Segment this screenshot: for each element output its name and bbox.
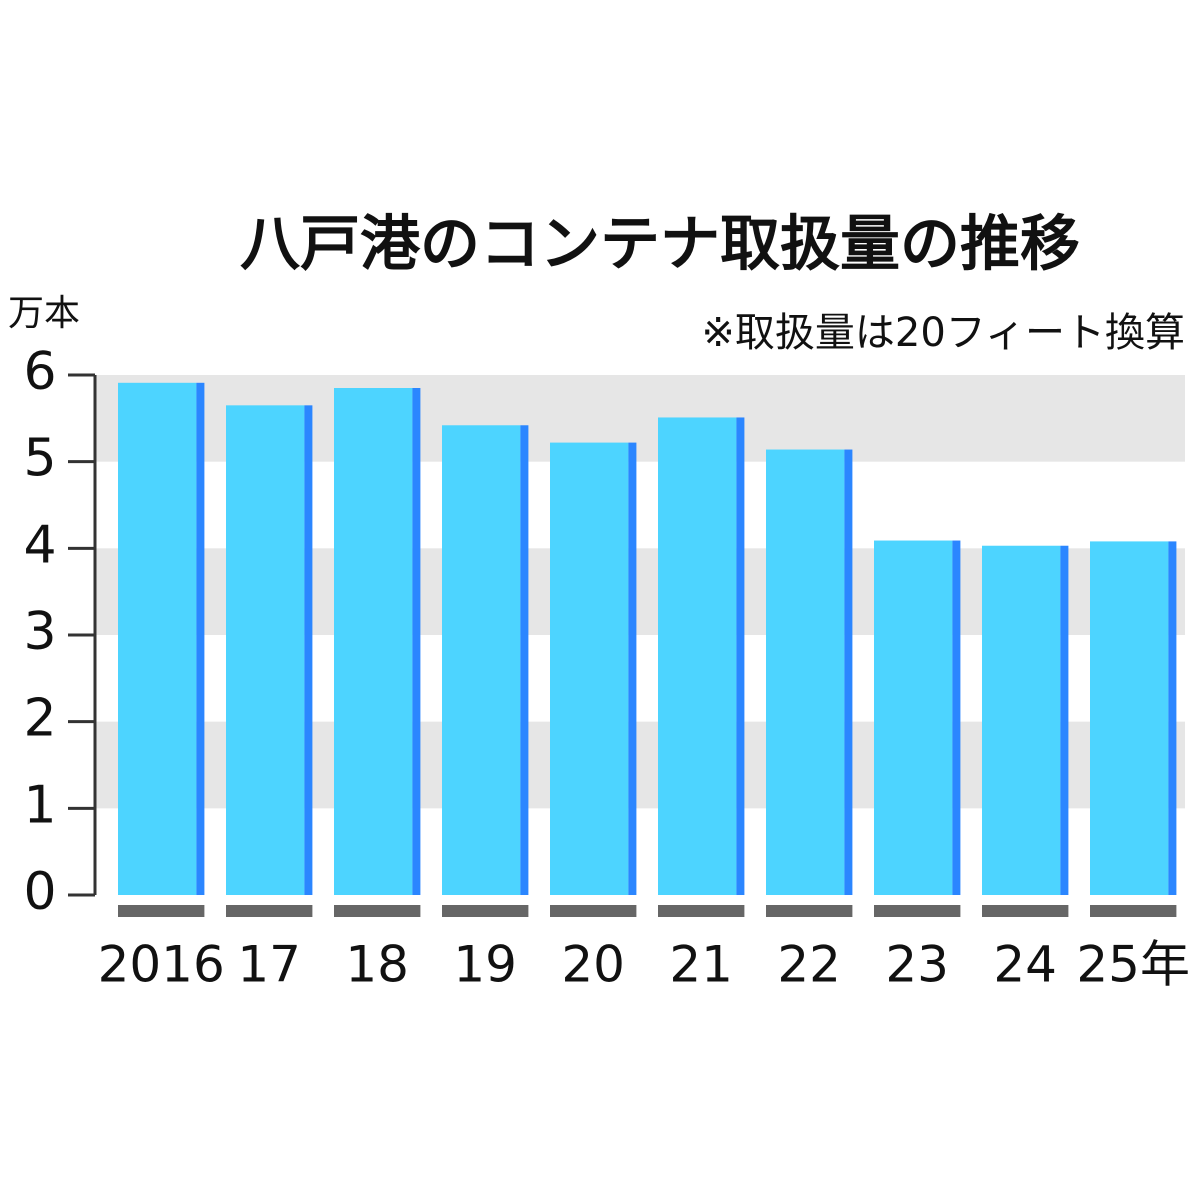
chart-title: 八戸港のコンテナ取扱量の推移 <box>240 210 1080 280</box>
bar <box>442 425 521 895</box>
bar-base <box>334 905 421 917</box>
bar-edge <box>412 388 421 895</box>
bar <box>550 442 629 895</box>
bar-edge <box>1168 541 1177 895</box>
bar-base <box>766 905 853 917</box>
bar <box>118 382 197 895</box>
y-tick-label: 3 <box>23 602 56 662</box>
chart-subtitle: ※取扱量は20フィート換算 <box>701 310 1185 356</box>
bar-base <box>982 905 1069 917</box>
bar <box>766 449 845 895</box>
bar <box>334 388 413 895</box>
bar <box>1090 541 1169 895</box>
x-tick-label: 2016 <box>98 936 225 994</box>
bar-edge <box>304 405 313 895</box>
bar-edge <box>196 382 205 895</box>
x-tick-label: 20 <box>561 936 625 994</box>
y-tick-label: 2 <box>23 689 56 749</box>
bar-edge <box>520 425 529 895</box>
bar <box>874 540 953 895</box>
x-tick-label: 18 <box>345 936 409 994</box>
y-tick-label: 4 <box>23 515 56 575</box>
x-tick-label: 23 <box>885 936 949 994</box>
x-tick-label: 21 <box>669 936 733 994</box>
bar-base <box>118 905 205 917</box>
bar-edge <box>736 417 745 895</box>
x-tick-label: 17 <box>237 936 301 994</box>
y-tick-label: 5 <box>23 429 56 489</box>
bar-base <box>550 905 637 917</box>
x-tick-label: 22 <box>777 936 841 994</box>
bar <box>658 417 737 895</box>
x-tick-label: 19 <box>453 936 517 994</box>
y-axis-label: 万本 <box>8 293 80 334</box>
bar-base <box>226 905 313 917</box>
bar-base <box>442 905 529 917</box>
bar-base <box>1090 905 1177 917</box>
bar-base <box>658 905 745 917</box>
bar-base <box>874 905 961 917</box>
y-tick-label: 0 <box>23 862 56 922</box>
y-tick-label: 6 <box>23 342 56 402</box>
x-tick-label: 25年 <box>1076 936 1190 994</box>
bar <box>226 405 305 895</box>
x-tick-label: 24 <box>993 936 1057 994</box>
bar-edge <box>952 540 961 895</box>
bar-edge <box>628 442 637 895</box>
bar-edge <box>844 449 853 895</box>
y-tick-label: 1 <box>23 775 56 835</box>
bar-edge <box>1060 545 1069 895</box>
bar <box>982 545 1061 895</box>
